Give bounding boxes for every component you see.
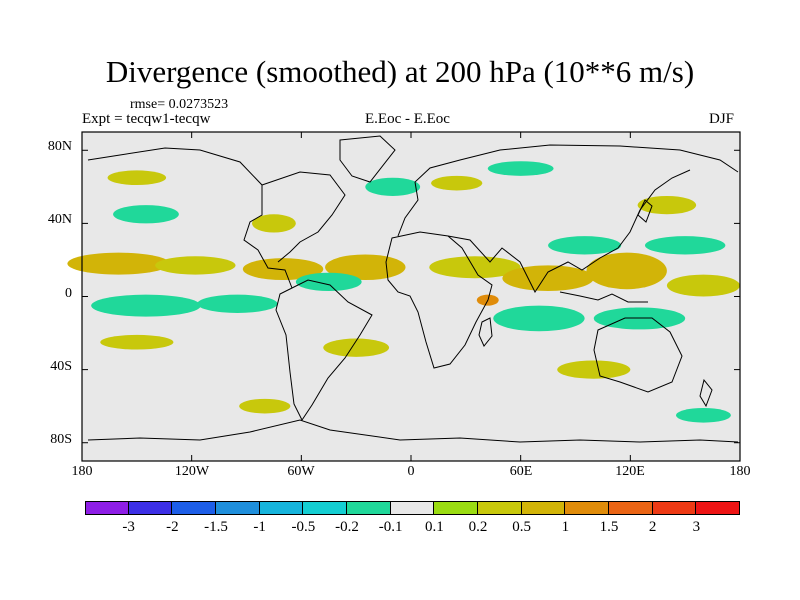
colorbar-label: -0.2 bbox=[335, 519, 359, 535]
contour-region bbox=[586, 252, 667, 290]
colorbar-label: -0.1 bbox=[378, 519, 403, 535]
colorbar-swatch bbox=[390, 501, 435, 515]
coastline-africa bbox=[385, 231, 493, 369]
colorbar-label: 0.5 bbox=[512, 519, 532, 535]
lat-tick-80n: 80N bbox=[47, 139, 72, 154]
contour-region bbox=[242, 258, 324, 281]
contour-region bbox=[155, 256, 236, 275]
contour-region bbox=[67, 252, 170, 275]
contour-region bbox=[431, 175, 483, 191]
coastline-eurasia-north bbox=[397, 144, 739, 237]
contour-region bbox=[644, 236, 726, 255]
colorbar-swatch bbox=[259, 501, 304, 515]
colorbar-label: -3 bbox=[122, 519, 135, 535]
contour-region bbox=[323, 338, 390, 357]
colorbar-label: 3 bbox=[692, 519, 701, 535]
contour-region bbox=[295, 272, 362, 292]
contour-region bbox=[100, 334, 174, 350]
lat-tick-80s: 80S bbox=[50, 432, 72, 447]
coastline-greenland bbox=[339, 135, 396, 183]
colorbar-label: 1.5 bbox=[599, 519, 619, 535]
contour-region bbox=[487, 161, 554, 176]
colorbar-swatch bbox=[128, 501, 173, 515]
colorbar-label: -2 bbox=[166, 519, 179, 535]
colorbar-swatch bbox=[696, 501, 740, 515]
contour-region bbox=[365, 177, 421, 196]
coastline-madagascar bbox=[478, 317, 493, 347]
coastline-eurasia-south bbox=[447, 169, 691, 294]
contour-region bbox=[107, 170, 167, 186]
lon-tick-120w: 120W bbox=[174, 464, 210, 479]
colorbar-label: -0.5 bbox=[291, 519, 316, 535]
rmse-label: rmse= 0.0273523 bbox=[130, 97, 229, 112]
contour-region bbox=[493, 305, 585, 332]
season-label: DJF bbox=[709, 111, 735, 127]
colorbar-swatch bbox=[521, 501, 566, 515]
lat-tick-40n: 40N bbox=[47, 212, 72, 227]
colorbar-label: 2 bbox=[648, 519, 657, 535]
contour-region bbox=[239, 398, 291, 414]
colorbar-swatch bbox=[347, 501, 391, 515]
lon-tick-60w: 60W bbox=[287, 464, 315, 479]
colorbar-label: 0.1 bbox=[424, 519, 444, 535]
coastline-indonesia bbox=[559, 291, 648, 303]
contour-region bbox=[637, 195, 697, 215]
colorbar-label: 0.2 bbox=[468, 519, 488, 535]
contour-region bbox=[429, 256, 521, 279]
colorbar-label: -1.5 bbox=[204, 519, 228, 535]
lon-tick-180w: 180 bbox=[71, 464, 93, 479]
lon-tick-60e: 60E bbox=[509, 464, 533, 479]
lon-tick-180e: 180 bbox=[729, 464, 751, 479]
contour-region bbox=[113, 205, 179, 224]
colorbar-swatch bbox=[565, 501, 609, 515]
center-label: E.Eoc - E.Eoc bbox=[365, 111, 450, 127]
coastline-north-america-east bbox=[261, 171, 346, 263]
coastline-south-america bbox=[275, 279, 373, 421]
contour-region bbox=[251, 214, 296, 233]
colorbar-swatch bbox=[652, 501, 697, 515]
colorbar-swatch bbox=[216, 501, 260, 515]
contour-region bbox=[197, 294, 278, 313]
lon-tick-120e: 120E bbox=[615, 464, 645, 479]
colorbar-swatch bbox=[609, 501, 653, 515]
axis-ticks bbox=[81, 132, 741, 461]
chart-title: Divergence (smoothed) at 200 hPa (10**6 … bbox=[105, 54, 695, 89]
colorbar-swatch bbox=[172, 501, 216, 515]
contour-region bbox=[325, 254, 406, 281]
contour-region bbox=[548, 236, 622, 255]
coastline-australia bbox=[593, 317, 683, 393]
colorbar-swatch bbox=[478, 501, 522, 515]
lon-tick-0: 0 bbox=[407, 464, 415, 479]
colorbar-swatch bbox=[85, 501, 129, 515]
colorbar-swatch bbox=[434, 501, 478, 515]
expt-label: Expt = tecqw1-tecqw bbox=[82, 111, 211, 127]
colorbar-label: -1 bbox=[253, 519, 266, 535]
colorbar-label: 1 bbox=[561, 519, 570, 535]
coastline-new-zealand bbox=[699, 378, 713, 408]
coastline-japan bbox=[637, 199, 653, 223]
coastline-antarctica bbox=[87, 419, 739, 443]
colorbar-swatch bbox=[303, 501, 347, 515]
coastline-north-america bbox=[87, 147, 293, 289]
contour-region bbox=[91, 294, 201, 317]
lat-tick-0: 0 bbox=[65, 286, 72, 301]
contour-region bbox=[666, 274, 740, 297]
contour-region bbox=[557, 360, 631, 379]
contour-regions bbox=[67, 161, 740, 423]
lat-tick-40s: 40S bbox=[50, 359, 72, 374]
coastlines bbox=[87, 135, 739, 443]
contour-region bbox=[676, 407, 731, 423]
